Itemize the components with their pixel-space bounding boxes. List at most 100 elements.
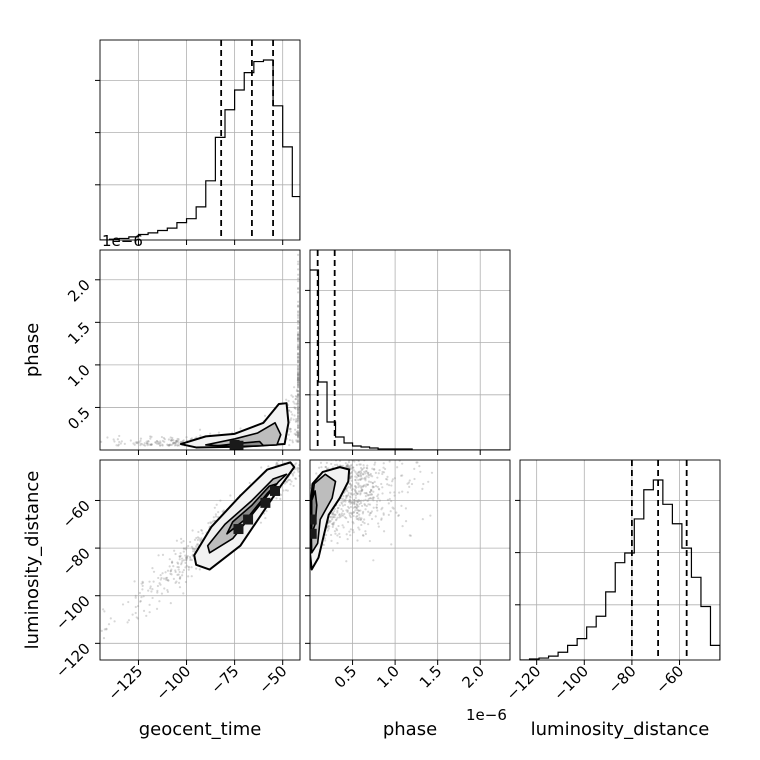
scatter-point bbox=[369, 474, 372, 477]
scatter-point bbox=[152, 570, 156, 573]
scatter-point bbox=[354, 491, 358, 494]
scatter-point bbox=[335, 463, 339, 466]
scatter-point bbox=[371, 485, 374, 488]
scatter-point bbox=[138, 591, 141, 595]
scatter-point bbox=[306, 458, 308, 460]
scatter-point bbox=[145, 442, 148, 445]
scatter-point bbox=[131, 613, 134, 616]
scatter-point bbox=[295, 389, 299, 393]
scatter-point bbox=[139, 600, 142, 603]
scatter-point bbox=[335, 527, 338, 530]
scatter-point bbox=[296, 280, 300, 283]
scatter-point bbox=[350, 453, 352, 455]
scatter-point bbox=[106, 436, 109, 439]
scatter-point bbox=[341, 504, 345, 507]
scatter-point bbox=[296, 426, 300, 429]
scatter-point bbox=[178, 570, 181, 574]
scatter-point bbox=[327, 527, 330, 530]
scatter-point bbox=[167, 579, 170, 582]
scatter-point bbox=[357, 474, 360, 478]
scatter-point bbox=[362, 484, 365, 488]
scatter-point bbox=[296, 313, 300, 316]
scatter-point bbox=[427, 480, 430, 483]
scatter-point bbox=[377, 415, 379, 417]
scatter-point bbox=[296, 333, 300, 336]
scatter-point bbox=[296, 381, 300, 384]
scatter-point bbox=[367, 499, 370, 502]
scatter-point bbox=[369, 488, 373, 492]
scatter-point bbox=[366, 467, 369, 470]
scatter-point bbox=[359, 518, 362, 521]
scatter-point bbox=[370, 489, 373, 493]
scatter-point bbox=[296, 305, 300, 308]
scatter-point bbox=[161, 443, 164, 446]
scatter-point bbox=[285, 480, 289, 483]
scatter-point bbox=[345, 464, 348, 468]
scatter-point bbox=[142, 443, 145, 447]
scatter-point bbox=[338, 513, 341, 517]
scatter-point bbox=[324, 435, 326, 437]
scatter-point bbox=[171, 436, 174, 440]
scatter-point bbox=[186, 557, 189, 560]
scatter-point bbox=[395, 511, 398, 514]
scatter-point bbox=[296, 400, 300, 403]
scatter-point bbox=[296, 435, 300, 438]
scatter-point bbox=[265, 510, 268, 513]
scatter-point bbox=[322, 543, 325, 547]
scatter-point bbox=[291, 472, 294, 476]
scatter-point bbox=[297, 141, 299, 143]
x-tick-label: −50 bbox=[255, 662, 290, 697]
scatter-point bbox=[175, 539, 179, 542]
scatter-point bbox=[169, 601, 172, 605]
scatter-point bbox=[350, 463, 353, 466]
scatter-point bbox=[352, 506, 355, 509]
scatter-point bbox=[297, 470, 300, 473]
scatter-point bbox=[174, 569, 177, 572]
scatter-point bbox=[296, 451, 298, 453]
scatter-point bbox=[349, 502, 352, 505]
scatter-point bbox=[217, 431, 221, 434]
scatter-point bbox=[352, 514, 355, 518]
scatter-point bbox=[187, 544, 190, 548]
scatter-point bbox=[399, 474, 403, 477]
scatter-point bbox=[347, 452, 349, 454]
scatter-point bbox=[296, 334, 300, 337]
scatter-point bbox=[207, 522, 210, 525]
scatter-point bbox=[359, 463, 362, 466]
scatter-point bbox=[378, 499, 382, 502]
scatter-point bbox=[179, 554, 182, 557]
scatter-point bbox=[331, 512, 334, 515]
scatter-point bbox=[303, 473, 305, 475]
scatter-point bbox=[347, 428, 349, 430]
scatter-point bbox=[355, 476, 358, 479]
scatter-point bbox=[296, 345, 300, 348]
scatter-point bbox=[293, 414, 296, 417]
scatter-point bbox=[430, 471, 434, 474]
scatter-point bbox=[170, 568, 173, 571]
scatter-point bbox=[338, 408, 340, 410]
scatter-point bbox=[335, 529, 339, 532]
scatter-point bbox=[302, 458, 304, 460]
scatter-point bbox=[198, 428, 202, 431]
scatter-point bbox=[156, 589, 159, 592]
scatter-point bbox=[296, 407, 300, 410]
scatter-point bbox=[296, 300, 300, 303]
scatter-point bbox=[155, 440, 158, 443]
scatter-point bbox=[105, 627, 108, 630]
scatter-point bbox=[296, 365, 300, 368]
scatter-point bbox=[334, 519, 338, 522]
scatter-point bbox=[356, 511, 359, 515]
scatter-point bbox=[339, 421, 341, 423]
scatter-point bbox=[296, 402, 299, 405]
scatter-point bbox=[377, 472, 380, 475]
scatter-point bbox=[348, 482, 351, 485]
scatter-point bbox=[368, 493, 372, 496]
scatter-point bbox=[313, 452, 315, 454]
scatter-point bbox=[350, 470, 353, 474]
scatter-point bbox=[113, 440, 116, 443]
scatter-point bbox=[370, 493, 373, 496]
scatter-point bbox=[296, 411, 300, 414]
scatter-point bbox=[296, 421, 300, 424]
scatter-point bbox=[357, 478, 360, 482]
scatter-point bbox=[317, 457, 319, 459]
